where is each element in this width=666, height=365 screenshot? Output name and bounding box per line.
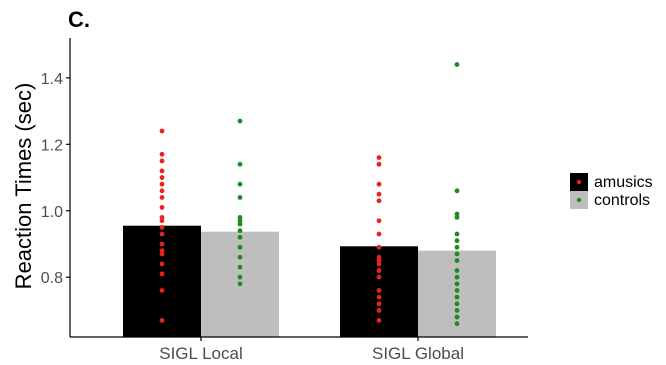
point-amusics (159, 288, 165, 293)
point-amusics (376, 261, 382, 267)
point-controls (237, 195, 243, 200)
point-controls (237, 244, 243, 250)
point-amusics (376, 274, 382, 280)
point-controls (454, 62, 460, 67)
x-tick-label: SIGL Local (159, 344, 242, 363)
point-controls (454, 188, 460, 194)
point-amusics (376, 244, 382, 250)
point-controls (454, 251, 460, 257)
point-amusics (159, 168, 165, 174)
legend-dot-controls (576, 197, 582, 203)
legend-dot-amusics (576, 179, 582, 185)
point-amusics (376, 231, 382, 237)
point-amusics (376, 254, 382, 260)
point-amusics (376, 268, 382, 273)
point-amusics (376, 198, 382, 204)
point-amusics (376, 308, 382, 313)
point-amusics (159, 151, 165, 157)
point-amusics (376, 191, 382, 197)
point-amusics (159, 158, 165, 164)
point-controls (237, 218, 243, 224)
y-axis-title: Reaction Times (sec) (11, 83, 36, 290)
plot-area: 0.8 1.0 1.2 1.4 SIGL Local SIGL Global (41, 38, 528, 363)
point-amusics (159, 175, 165, 180)
point-controls (454, 238, 460, 244)
point-amusics (159, 188, 165, 194)
point-amusics (159, 218, 165, 224)
legend-label-amusics: amusics (594, 174, 653, 191)
point-controls (454, 281, 460, 287)
point-controls (454, 308, 460, 313)
point-controls (237, 181, 243, 187)
point-amusics (159, 231, 165, 237)
point-amusics (159, 241, 165, 247)
point-amusics (376, 161, 382, 167)
point-amusics (159, 248, 165, 254)
point-controls (454, 231, 460, 237)
point-controls (454, 215, 460, 220)
point-controls (237, 281, 243, 287)
point-amusics (159, 181, 165, 187)
y-tick-label: 1.2 (41, 137, 63, 154)
point-controls (237, 161, 243, 167)
point-amusics (159, 271, 165, 277)
point-controls (454, 321, 460, 327)
point-controls (237, 215, 243, 220)
point-amusics (376, 181, 382, 187)
point-controls (454, 288, 460, 293)
point-controls (237, 234, 243, 240)
point-controls (454, 314, 460, 320)
point-amusics (376, 301, 382, 307)
point-controls (237, 228, 243, 234)
point-amusics (159, 261, 165, 267)
point-amusics (376, 288, 382, 293)
point-controls (237, 221, 243, 227)
point-controls (454, 244, 460, 250)
point-amusics (159, 251, 165, 257)
point-controls (237, 264, 243, 270)
x-tick-label: SIGL Global (372, 344, 464, 363)
point-controls (237, 254, 243, 260)
point-amusics (159, 205, 165, 210)
y-tick-label: 0.8 (41, 270, 63, 287)
point-amusics (376, 218, 382, 224)
panel-label: C. (68, 7, 90, 32)
point-controls (454, 301, 460, 307)
point-amusics (376, 155, 382, 161)
point-controls (454, 294, 460, 300)
point-controls (454, 258, 460, 263)
y-tick-label: 1.4 (41, 71, 63, 88)
legend-key-controls (570, 191, 588, 209)
point-amusics (376, 317, 382, 323)
legend-key-amusics (570, 173, 588, 191)
point-amusics (159, 317, 165, 323)
point-controls (454, 211, 460, 217)
y-tick-label: 1.0 (41, 204, 63, 221)
point-amusics (159, 224, 165, 230)
legend-label-controls: controls (594, 192, 650, 209)
point-controls (237, 274, 243, 280)
point-amusics (159, 195, 165, 200)
point-amusics (376, 294, 382, 300)
point-amusics (159, 215, 165, 220)
point-controls (454, 268, 460, 273)
point-amusics (159, 128, 165, 134)
point-controls (237, 118, 243, 124)
point-controls (454, 274, 460, 280)
point-amusics (376, 258, 382, 263)
